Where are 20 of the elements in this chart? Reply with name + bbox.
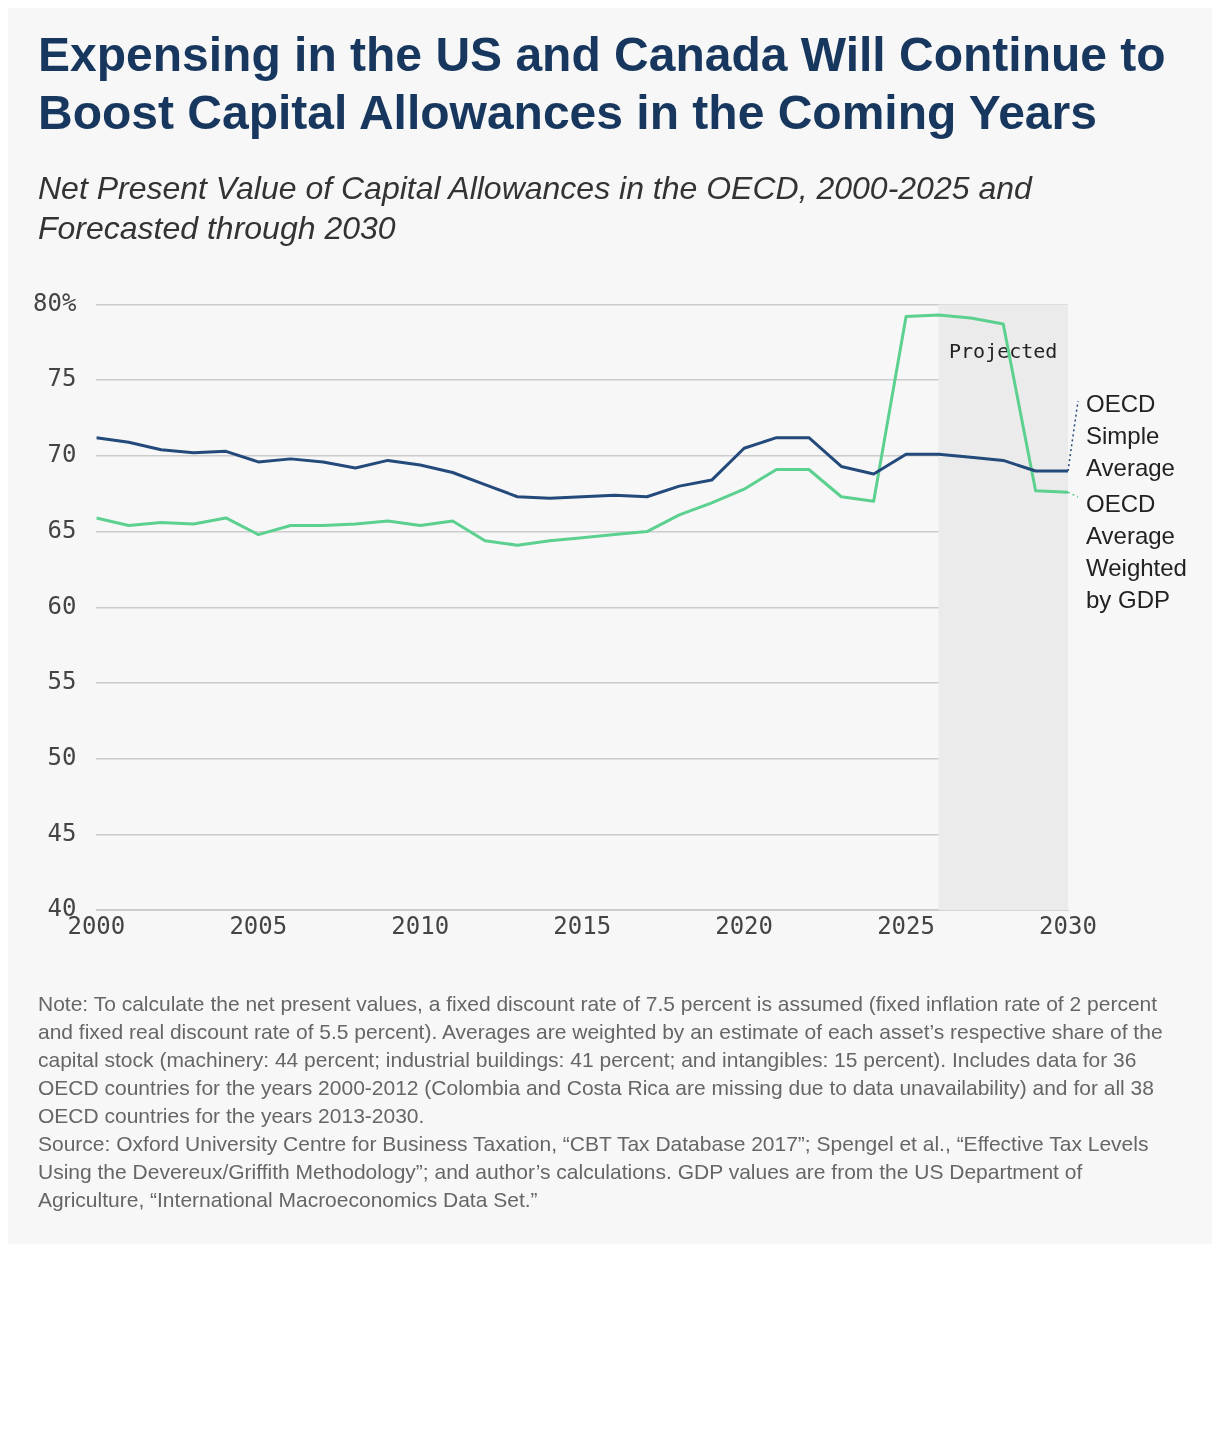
y-tick-label: 80% bbox=[32, 288, 77, 317]
x-tick-label: 2010 bbox=[391, 911, 450, 940]
x-tick-label: 2030 bbox=[1039, 911, 1097, 940]
y-tick-label: 65 bbox=[47, 515, 77, 544]
x-tick-label: 2005 bbox=[229, 911, 288, 940]
y-tick-label: 60 bbox=[47, 591, 77, 620]
y-tick-label: 50 bbox=[47, 742, 77, 771]
y-tick-label: 55 bbox=[47, 667, 77, 696]
y-tick-label: 45 bbox=[47, 818, 77, 847]
y-tick-label: 70 bbox=[47, 440, 77, 469]
legend-label: OECD Average Weighted by GDP bbox=[1086, 489, 1187, 613]
x-tick-label: 2015 bbox=[553, 911, 612, 940]
chart-subtitle: Net Present Value of Capital Allowances in the OECD, 2000-2025 and Forecasted through 2030 bbox=[38, 169, 1034, 248]
series-label: OECD Simple Average bbox=[1086, 389, 1175, 481]
source-note: Source: Oxford University Centre for Business Taxation, “CBT Tax Database 2017”; Spengel et al., “Effective Tax Levels Using the Devereux/Griffith Methodology”; and author’s calculations. GDP values are from the US Department of Agriculture, “International Macroeconomics Data Set.” bbox=[38, 1131, 1150, 1213]
x-tick-label: 2025 bbox=[877, 911, 935, 940]
y-tick-label: 75 bbox=[47, 364, 77, 393]
chart-title: Expensing in the US and Canada Will Continue to Boost Capital Allowances in the Coming Years bbox=[38, 27, 1167, 141]
x-tick-label: 2020 bbox=[715, 911, 774, 940]
text: Note: To calculate the net present values, a fixed discount rate of 7.5 percent is assumed (fixed inflation rate of 2 percent and fixed real discount rate of 5.5 percent). Averages are weighted by an estimate of each asset’s respective share of the capital stock (machinery: 44 percent; industrial buildings: 41 percent; and intangibles: 15 percent). Includes data for 36 OECD countries for the years 2000-2012 (Colombia and Costa Rica are missing due to data unavailability) and for all 38 OECD countries for the years 2013-2030. bbox=[38, 991, 1164, 1129]
